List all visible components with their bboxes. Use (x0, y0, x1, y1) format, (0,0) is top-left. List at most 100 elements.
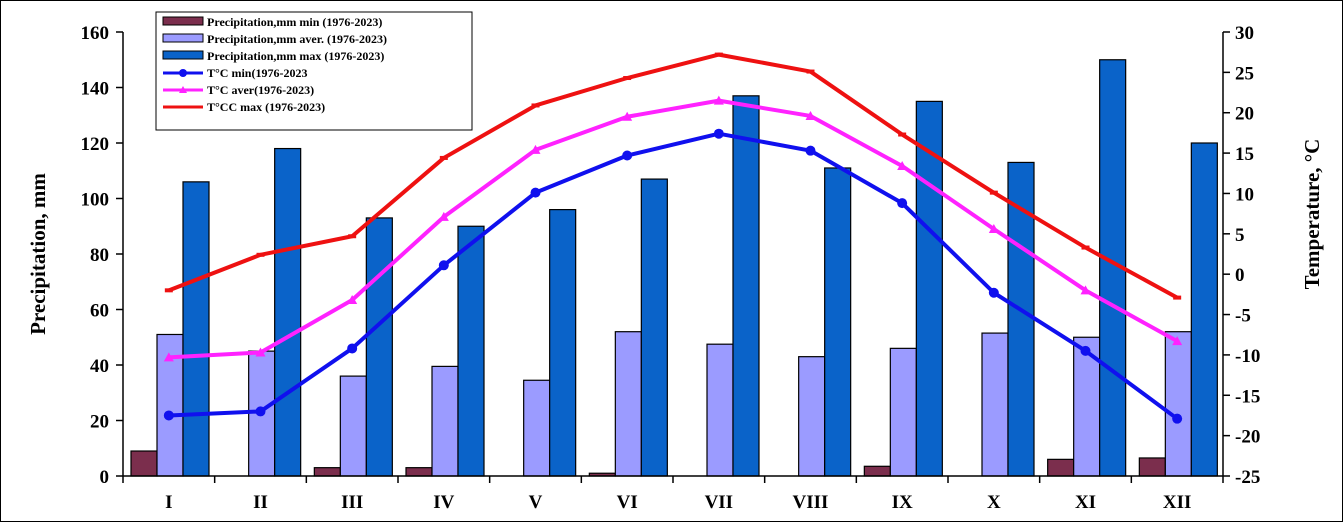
line-point (1172, 336, 1183, 346)
bar (274, 147, 302, 477)
bar (523, 379, 551, 477)
right-tick-label: 0 (1235, 265, 1245, 286)
line-point (988, 287, 999, 298)
x-tick-label: V (529, 492, 543, 513)
left-axis-title: Precipitation, mm (26, 173, 50, 335)
right-tick-label: -10 (1235, 346, 1260, 367)
line-point (805, 145, 816, 156)
series-line (168, 98, 1179, 360)
x-tick-label: IX (892, 492, 913, 513)
legend-label: T°C min(1976-2023 (207, 66, 307, 80)
line-point (347, 295, 358, 305)
right-axis-title: Temperature, °C (1300, 139, 1324, 290)
left-tick-label: 100 (81, 190, 110, 211)
x-tick-label: III (341, 492, 363, 513)
line-point (805, 110, 816, 120)
line-point (439, 155, 448, 160)
line-point (255, 347, 266, 357)
right-tick-label: -25 (1235, 467, 1260, 488)
x-tick-label: XI (1075, 492, 1096, 513)
bar (798, 356, 826, 477)
line-point (713, 95, 724, 105)
legend-swatch (162, 16, 204, 26)
bar (182, 181, 210, 477)
right-tick-label: 10 (1235, 184, 1254, 205)
bar (863, 465, 891, 477)
legend-swatch (162, 33, 204, 43)
bar (130, 450, 158, 477)
bar (706, 343, 734, 477)
bar (457, 225, 485, 477)
series-line (168, 131, 1179, 421)
x-tick-label: IV (433, 492, 454, 513)
line-point (1173, 295, 1182, 300)
x-tick-label: X (987, 492, 1001, 513)
legend-marker (179, 86, 187, 93)
line-point (806, 69, 815, 74)
line-point (988, 223, 999, 233)
legend-label: T°CC max (1976-2023) (207, 100, 325, 114)
line-point (898, 132, 907, 137)
line-point (989, 190, 998, 195)
bar (1138, 457, 1166, 477)
ticks-layer: 0 20 40 60 80 100 120 140 160 -25 -20 -15 -10 -5 0 5 10 1… (81, 23, 1261, 513)
legend-label: Precipitation,mm max (1976-2023) (207, 49, 384, 63)
left-tick-label: 140 (81, 79, 110, 100)
line-point (530, 144, 541, 154)
left-tick-label: 120 (81, 134, 110, 155)
line-point (623, 76, 632, 81)
bar (1190, 142, 1218, 477)
line-point (255, 406, 266, 417)
left-tick-label: 60 (90, 301, 109, 322)
line-point (897, 161, 908, 171)
bar (981, 332, 1009, 477)
line-point (163, 352, 174, 362)
line-point (1172, 413, 1183, 424)
right-tick-label: 25 (1235, 63, 1254, 84)
legend-label: Precipitation,mm aver. (1976-2023) (207, 32, 387, 46)
line-point (622, 150, 633, 161)
right-tick-label: 5 (1235, 225, 1245, 246)
line-point (438, 211, 449, 221)
right-tick-label: 20 (1235, 104, 1254, 125)
line-point (531, 103, 540, 108)
bar (365, 217, 393, 477)
bar (889, 347, 917, 477)
bar (614, 331, 642, 477)
bar (431, 365, 459, 477)
bar (640, 178, 668, 477)
legend: Precipitation,mm min (1976-2023) Precipit… (155, 11, 473, 131)
bar (915, 100, 943, 477)
left-tick-label: 40 (90, 356, 109, 377)
x-tick-label: VIII (793, 492, 829, 513)
bar (1164, 331, 1192, 477)
line-point (1080, 285, 1091, 295)
bar (732, 95, 760, 477)
legend-box (155, 11, 473, 131)
bar (824, 167, 852, 477)
legend-marker (179, 69, 187, 77)
line-point (438, 260, 449, 271)
left-tick-label: 80 (90, 245, 109, 266)
line-point (348, 234, 357, 239)
legend-label: T°C aver(1976-2023) (207, 83, 314, 97)
left-tick-label: 20 (90, 412, 109, 433)
x-tick-label: II (253, 492, 268, 513)
line-point (1081, 245, 1090, 250)
legend-swatch (162, 50, 204, 60)
right-tick-label: -5 (1235, 306, 1251, 327)
bar (313, 467, 341, 477)
line-point (530, 187, 541, 198)
right-tick-label: 30 (1235, 23, 1254, 44)
line-point (714, 52, 723, 57)
left-tick-label: 160 (81, 23, 110, 44)
bar (1047, 458, 1075, 477)
line-point (622, 111, 633, 121)
x-tick-label: I (165, 492, 172, 513)
line-point (347, 343, 358, 354)
right-tick-label: -20 (1235, 427, 1260, 448)
x-tick-label: VI (617, 492, 638, 513)
line-point (163, 410, 174, 421)
